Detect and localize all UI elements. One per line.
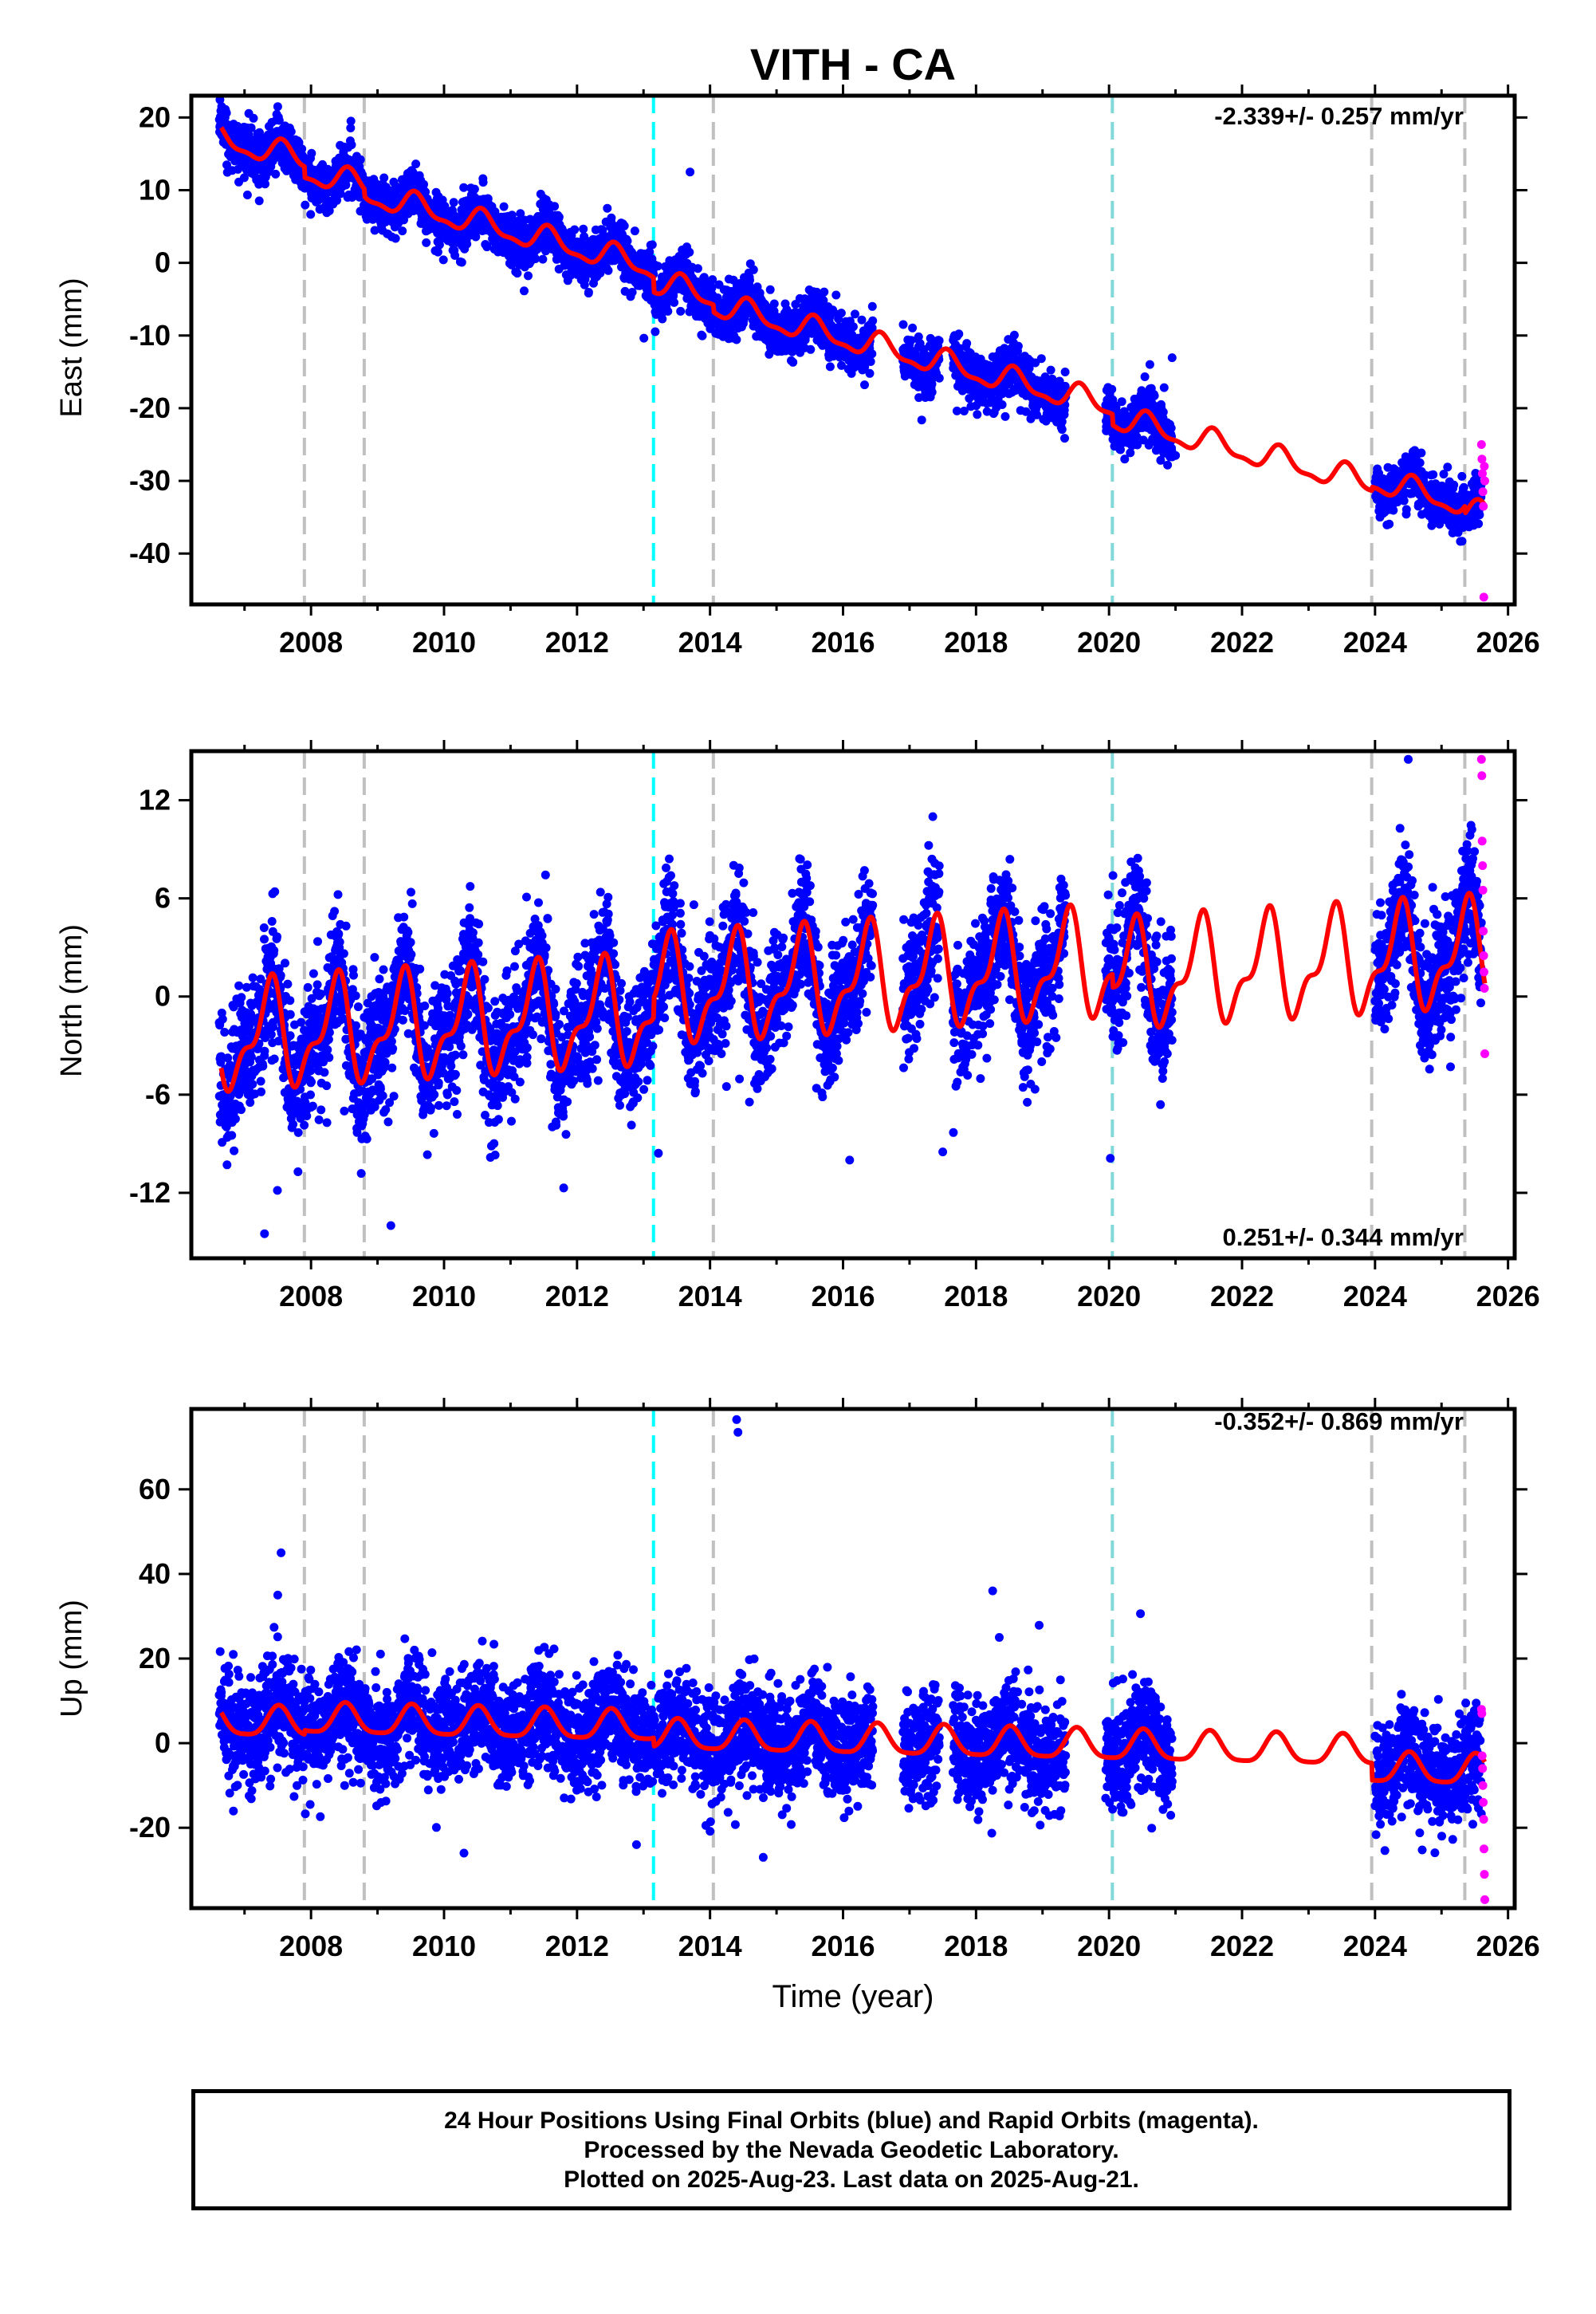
footer-line-3: Plotted on 2025-Aug-23. Last data on 202… bbox=[564, 2166, 1139, 2193]
north-x-tick-label: 2024 bbox=[1343, 1280, 1407, 1312]
north-x-tick-label: 2020 bbox=[1077, 1280, 1141, 1312]
east-final-orbit-points bbox=[214, 96, 1486, 546]
up-y-tick-label: -20 bbox=[129, 1811, 171, 1844]
east-y-tick-label: 20 bbox=[139, 100, 171, 133]
north-x-tick-label: 2014 bbox=[678, 1280, 742, 1312]
up-x-tick-label: 2018 bbox=[944, 1930, 1008, 1962]
north-y-tick-label: 12 bbox=[139, 784, 171, 817]
east-rapid-orbit-points bbox=[1476, 440, 1489, 602]
east-x-tick-label: 2022 bbox=[1210, 626, 1274, 659]
up-x-tick-label: 2026 bbox=[1476, 1930, 1540, 1962]
east-x-tick-label: 2020 bbox=[1077, 626, 1141, 659]
east-x-tick-label: 2010 bbox=[412, 626, 476, 659]
east-x-tick-label: 2024 bbox=[1343, 626, 1407, 659]
east-x-tick-label: 2014 bbox=[678, 626, 742, 659]
north-y-tick-label: -12 bbox=[129, 1176, 171, 1209]
up-rate-label: -0.352+/- 0.869 mm/yr bbox=[1214, 1407, 1464, 1435]
east-y-tick-label: 0 bbox=[155, 246, 171, 279]
east-x-tick-label: 2018 bbox=[944, 626, 1008, 659]
north-plot-frame bbox=[189, 749, 1517, 1261]
east-panel: 2008 2010 2012 2014 2016 2018 2020 2022 2024 2026… bbox=[55, 85, 1540, 659]
up-y-tick-label: 20 bbox=[139, 1642, 171, 1675]
up-x-tick-label: 2022 bbox=[1210, 1930, 1274, 1962]
up-x-tick-label: 2010 bbox=[412, 1930, 476, 1962]
east-model-fit-line bbox=[219, 126, 1487, 516]
north-y-tick-label: 6 bbox=[155, 882, 171, 915]
up-panel: 2008 2010 2012 2014 2016 2018 2020 2022 2024 2026… bbox=[55, 1398, 1540, 1962]
north-axis-label: North (mm) bbox=[55, 924, 88, 1077]
east-x-tick-label: 2008 bbox=[279, 626, 343, 659]
north-panel: 2008 2010 2012 2014 2016 2018 2020 2022 2024 2026… bbox=[55, 740, 1540, 1312]
up-x-tick-label: 2014 bbox=[678, 1930, 742, 1962]
north-x-tick-label: 2026 bbox=[1476, 1280, 1540, 1312]
east-x-tick-label: 2026 bbox=[1476, 626, 1540, 659]
up-plot-area: 2008 2010 2012 2014 2016 2018 2020 2022 2024 2026… bbox=[129, 1398, 1540, 1962]
north-x-tick-label: 2010 bbox=[412, 1280, 476, 1312]
up-model-fit-line bbox=[218, 1700, 1488, 1785]
east-rate-label: -2.339+/- 0.257 mm/yr bbox=[1214, 102, 1464, 130]
figure-title: VITH - CA bbox=[750, 39, 956, 89]
up-x-tick-label: 2016 bbox=[811, 1930, 875, 1962]
up-rapid-orbit-points bbox=[1476, 1705, 1489, 1904]
east-axis-label: East (mm) bbox=[55, 277, 88, 417]
up-y-tick-label: 40 bbox=[139, 1557, 171, 1590]
up-y-tick-label: 60 bbox=[139, 1473, 171, 1505]
footer-box: 24 Hour Positions Using Final Orbits (bl… bbox=[191, 2089, 1511, 2210]
up-x-tick-label: 2020 bbox=[1077, 1930, 1141, 1962]
north-final-orbit-points bbox=[214, 754, 1486, 1238]
north-data-group bbox=[214, 751, 1489, 1258]
north-rate-label: 0.251+/- 0.344 mm/yr bbox=[1223, 1223, 1464, 1251]
footer-line-1: 24 Hour Positions Using Final Orbits (bl… bbox=[444, 2107, 1259, 2134]
up-axis-label: Up (mm) bbox=[55, 1600, 88, 1718]
east-y-tick-label: -20 bbox=[129, 392, 171, 424]
north-y-tick-label: -6 bbox=[145, 1078, 171, 1111]
east-x-tick-label: 2012 bbox=[545, 626, 609, 659]
east-x-tick-label: 2016 bbox=[811, 626, 875, 659]
north-plot-area: 2008 2010 2012 2014 2016 2018 2020 2022 2024 2026… bbox=[129, 740, 1540, 1312]
up-y-tick-label: 0 bbox=[155, 1726, 171, 1759]
north-model-fit-line bbox=[218, 891, 1488, 1094]
up-data-group bbox=[214, 1409, 1489, 1908]
north-x-tick-label: 2016 bbox=[811, 1280, 875, 1312]
north-x-tick-label: 2008 bbox=[279, 1280, 343, 1312]
east-y-tick-label: 10 bbox=[139, 173, 171, 206]
north-x-tick-label: 2022 bbox=[1210, 1280, 1274, 1312]
up-x-tick-label: 2008 bbox=[279, 1930, 343, 1962]
x-axis-title: Time (year) bbox=[772, 1979, 934, 2014]
up-final-orbit-points bbox=[214, 1415, 1486, 1862]
east-y-tick-label: -40 bbox=[129, 537, 171, 569]
up-plot-frame bbox=[189, 1407, 1517, 1911]
north-x-tick-label: 2018 bbox=[944, 1280, 1008, 1312]
north-y-tick-label: 0 bbox=[155, 980, 171, 1013]
up-x-tick-label: 2012 bbox=[545, 1930, 609, 1962]
up-x-tick-label: 2024 bbox=[1343, 1930, 1407, 1962]
east-y-tick-label: -30 bbox=[129, 464, 171, 497]
east-plot-frame bbox=[189, 93, 1517, 607]
east-data-group bbox=[214, 96, 1489, 604]
east-y-tick-label: -10 bbox=[129, 319, 171, 352]
north-x-tick-label: 2012 bbox=[545, 1280, 609, 1312]
east-plot-area: 2008 2010 2012 2014 2016 2018 2020 2022 2024 2026… bbox=[129, 85, 1540, 659]
footer-line-2: Processed by the Nevada Geodetic Laborat… bbox=[584, 2136, 1119, 2163]
